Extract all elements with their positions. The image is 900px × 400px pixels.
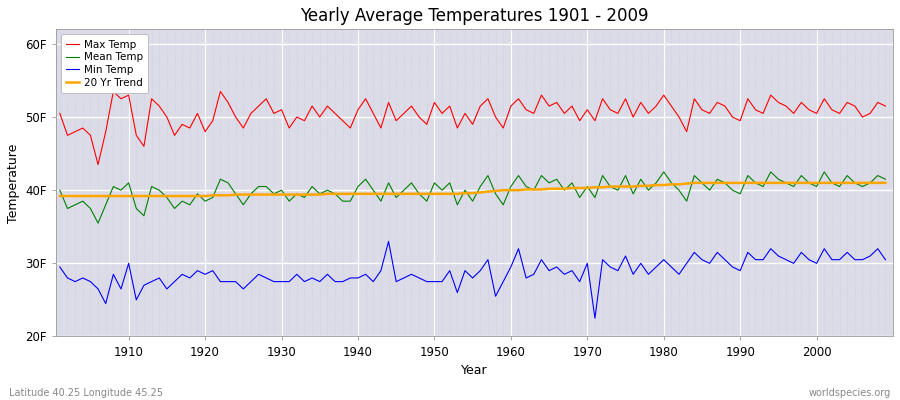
Mean Temp (658, 170, 669, 174)
Mean Temp (880, 177, 891, 182)
20 Yr Trend (498, 188, 508, 192)
Min Temp (115, 286, 126, 291)
Line: Mean Temp: Mean Temp (59, 172, 886, 223)
Mean Temp (123, 180, 134, 185)
Mean Temp (292, 192, 302, 196)
Min Temp (329, 279, 340, 284)
20 Yr Trend (115, 194, 126, 198)
Min Temp (590, 316, 600, 320)
Max Temp (880, 104, 891, 108)
20 Yr Trend (329, 192, 340, 196)
Line: 20 Yr Trend: 20 Yr Trend (59, 183, 886, 196)
Max Temp (130, 133, 141, 138)
Line: Max Temp: Max Temp (59, 92, 886, 164)
Max Temp (513, 96, 524, 101)
20 Yr Trend (506, 188, 517, 192)
20 Yr Trend (284, 192, 294, 197)
Max Temp (108, 89, 119, 94)
20 Yr Trend (598, 185, 608, 190)
Mean Temp (338, 199, 348, 204)
Mean Temp (506, 184, 517, 189)
20 Yr Trend (54, 194, 65, 198)
Max Temp (521, 107, 532, 112)
Y-axis label: Temperature: Temperature (7, 143, 20, 222)
Max Temp (299, 118, 310, 123)
Mean Temp (513, 173, 524, 178)
Legend: Max Temp, Mean Temp, Min Temp, 20 Yr Trend: Max Temp, Mean Temp, Min Temp, 20 Yr Tre… (61, 34, 148, 93)
Min Temp (506, 264, 517, 269)
Line: Min Temp: Min Temp (59, 241, 886, 318)
Text: worldspecies.org: worldspecies.org (809, 388, 891, 398)
Min Temp (513, 246, 524, 251)
Max Temp (345, 126, 356, 130)
Mean Temp (605, 184, 616, 189)
20 Yr Trend (688, 180, 699, 185)
Max Temp (54, 111, 65, 116)
Mean Temp (54, 188, 65, 192)
Min Temp (284, 279, 294, 284)
Min Temp (880, 257, 891, 262)
Text: Latitude 40.25 Longitude 45.25: Latitude 40.25 Longitude 45.25 (9, 388, 163, 398)
Min Temp (54, 264, 65, 269)
Min Temp (383, 239, 394, 244)
Max Temp (613, 111, 624, 116)
20 Yr Trend (880, 180, 891, 185)
Max Temp (93, 162, 104, 167)
Mean Temp (93, 221, 104, 226)
X-axis label: Year: Year (461, 364, 488, 377)
Title: Yearly Average Temperatures 1901 - 2009: Yearly Average Temperatures 1901 - 2009 (301, 7, 649, 25)
Min Temp (613, 268, 624, 273)
